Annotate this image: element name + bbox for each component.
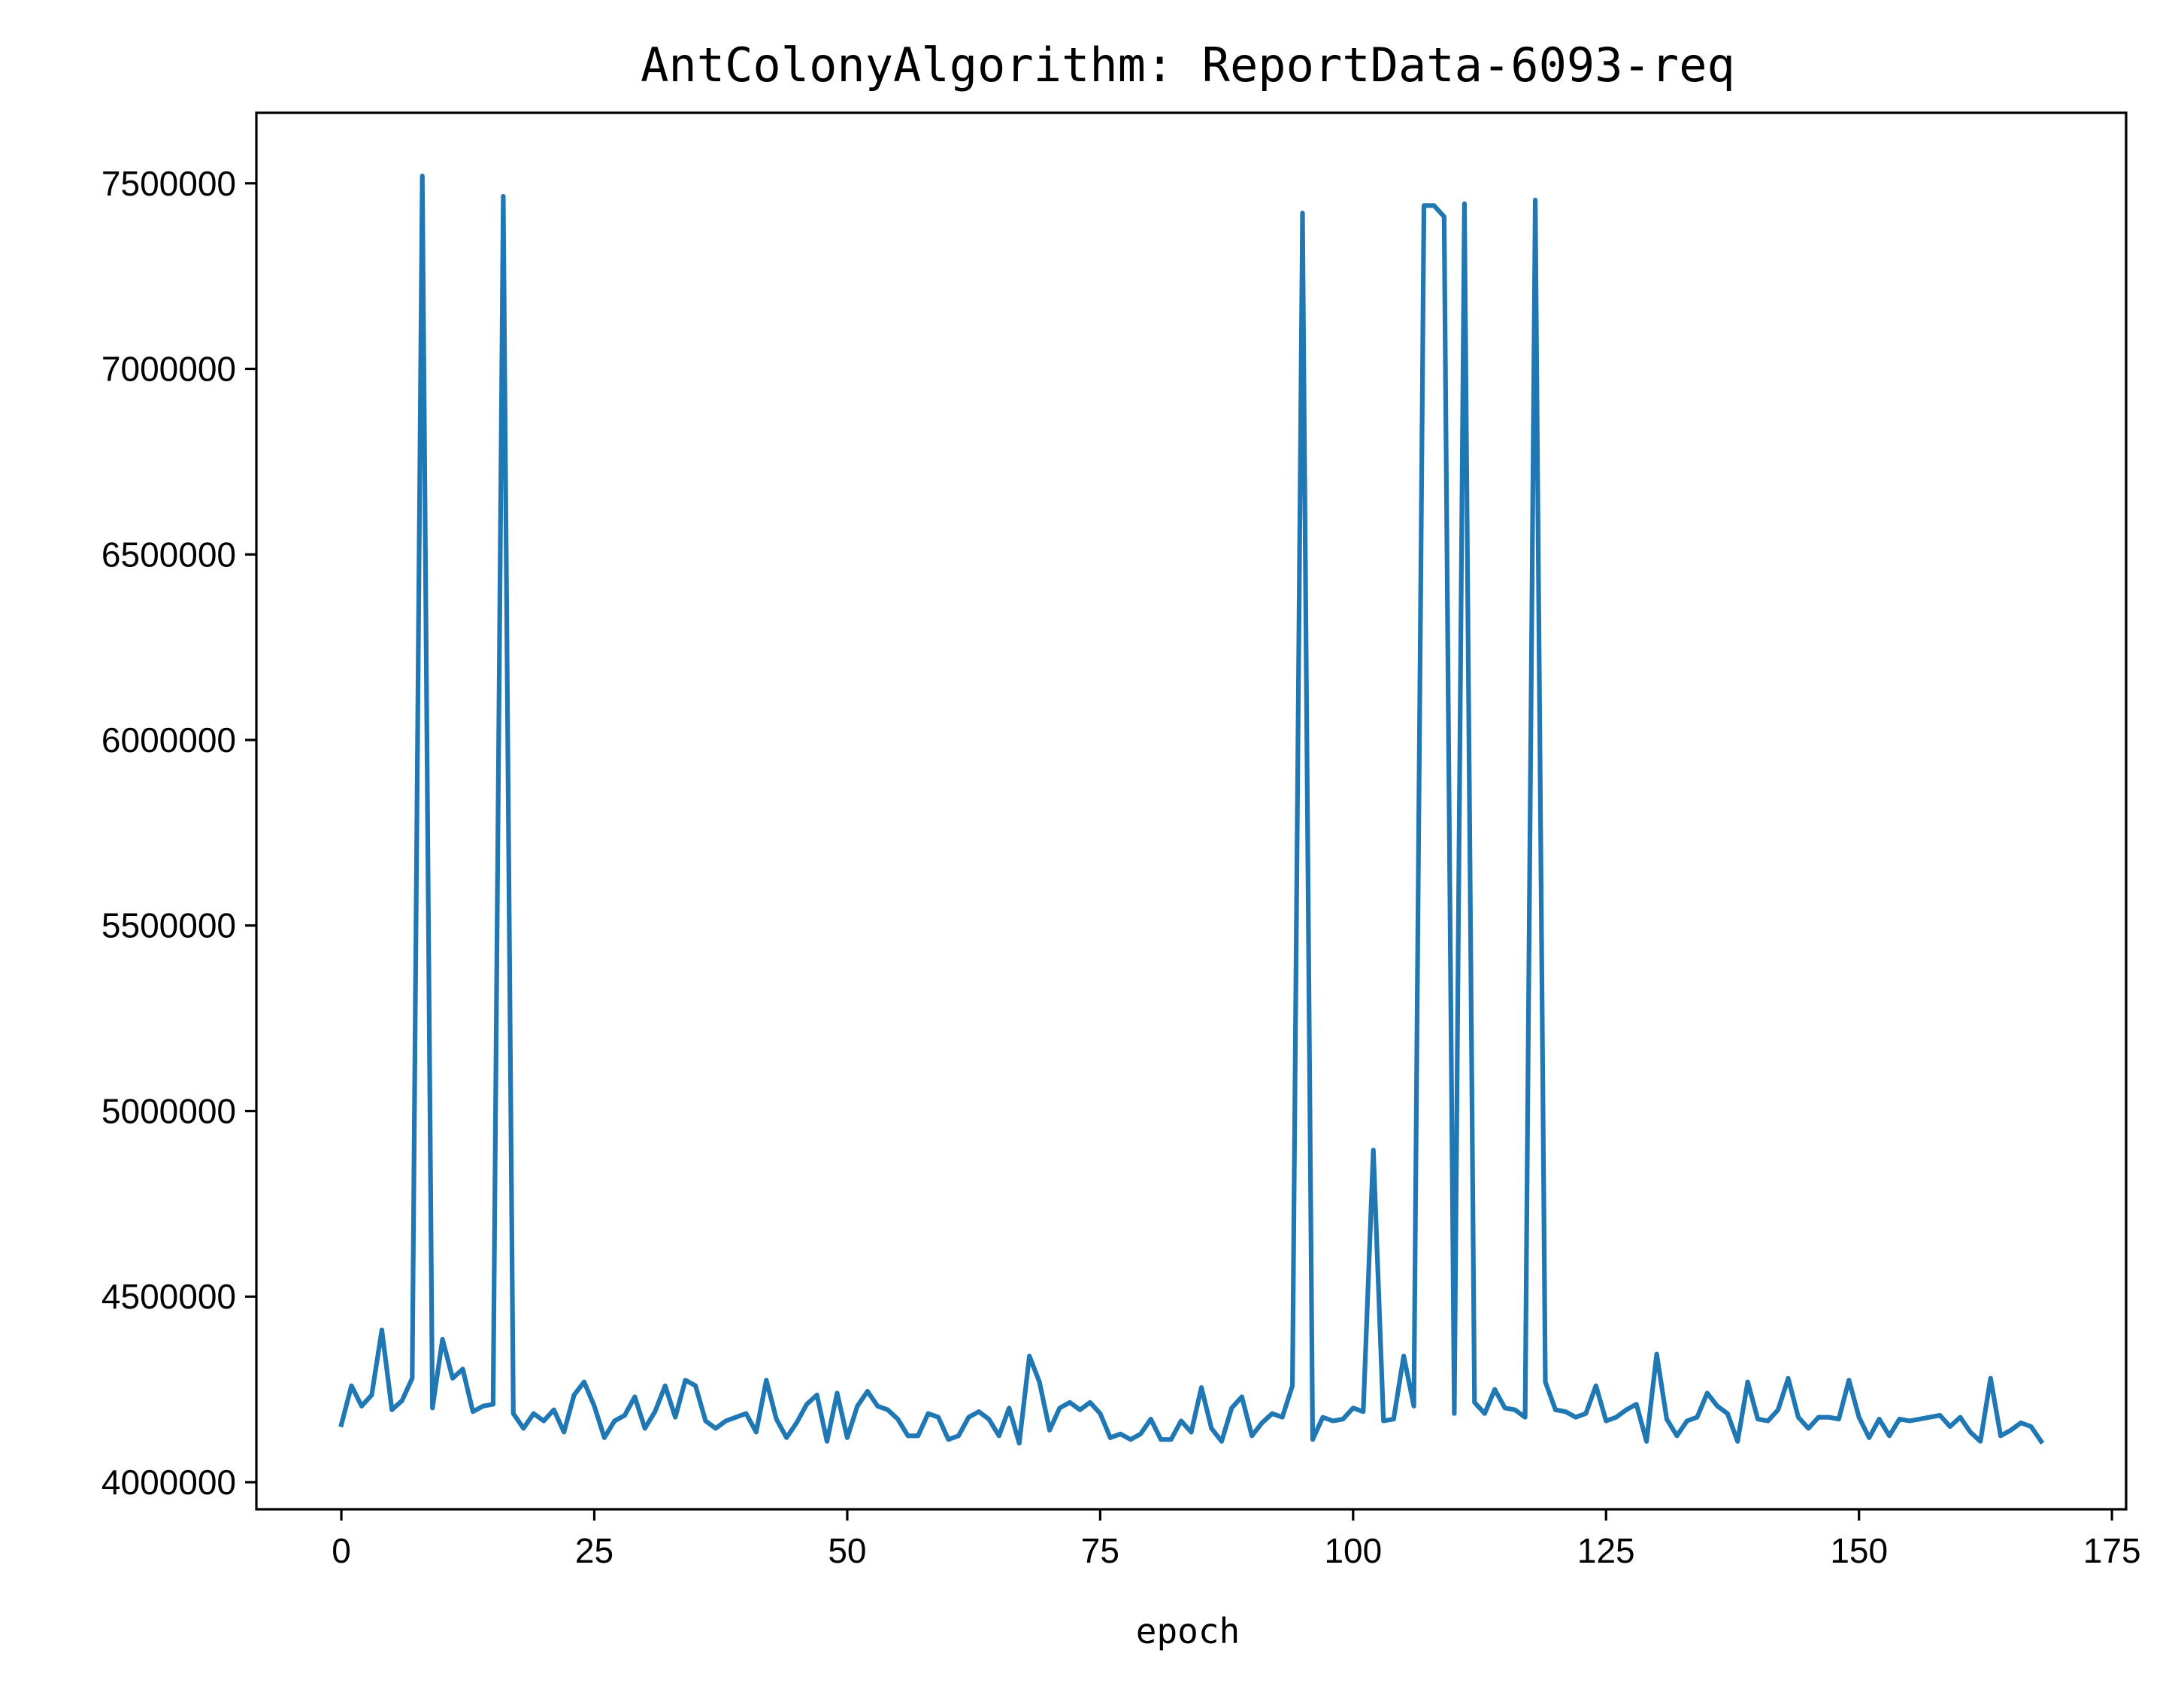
x-tick-label: 25 <box>575 1531 613 1570</box>
x-tick-label: 175 <box>2083 1531 2141 1570</box>
y-tick-label: 6500000 <box>101 535 236 574</box>
x-tick-label: 50 <box>828 1531 866 1570</box>
y-tick-label: 5000000 <box>101 1091 236 1130</box>
x-axis-label: epoch <box>1136 1611 1240 1651</box>
y-tick-label: 6000000 <box>101 720 236 760</box>
chart-title: AntColonyAlgorithm: ReportData-6093-req <box>641 38 1735 92</box>
y-tick-label: 5500000 <box>101 906 236 945</box>
y-tick-label: 7500000 <box>101 164 236 203</box>
x-tick-label: 150 <box>1830 1531 1888 1570</box>
y-tick-label: 7000000 <box>101 350 236 389</box>
series-line-0 <box>338 173 2045 1446</box>
y-tick-label: 4500000 <box>101 1277 236 1316</box>
y-tick-label: 4000000 <box>101 1463 236 1502</box>
x-tick-label: 100 <box>1324 1531 1382 1570</box>
plot-frame <box>255 111 2128 1511</box>
x-tick-label: 125 <box>1577 1531 1635 1570</box>
x-tick-label: 0 <box>332 1531 351 1570</box>
x-tick-label: 75 <box>1081 1531 1119 1570</box>
